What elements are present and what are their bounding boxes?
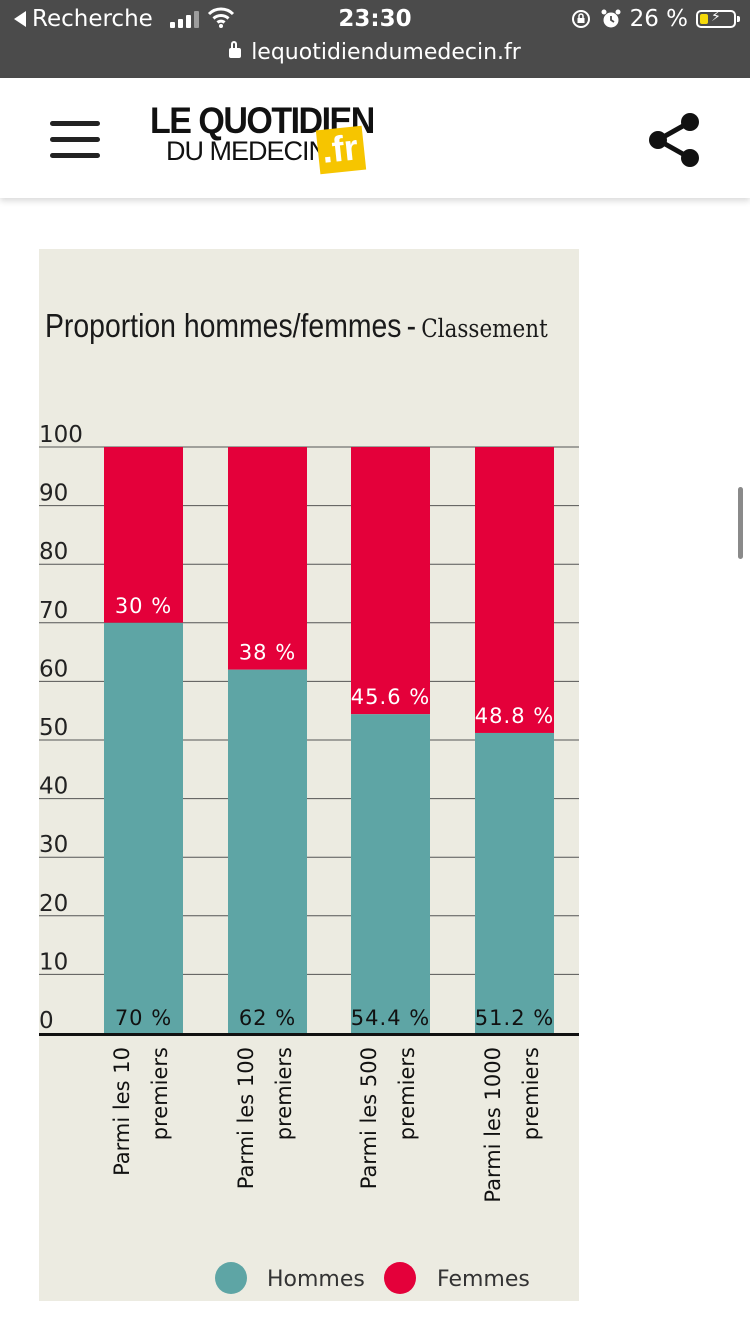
orientation-lock-icon bbox=[571, 10, 590, 28]
site-logo[interactable]: LE QUOTIDIEN DU MEDECIN .fr bbox=[150, 100, 380, 180]
y-tick-label: 70 bbox=[39, 598, 68, 624]
bar-femmes bbox=[228, 447, 307, 670]
y-tick-label: 40 bbox=[39, 774, 68, 800]
battery-percentage: 26 % bbox=[629, 6, 688, 32]
chart-title: Proportion hommes/femmes bbox=[45, 307, 402, 344]
data-label-hommes: 54.4 % bbox=[351, 1006, 430, 1030]
lock-icon bbox=[229, 41, 242, 58]
x-category-label: Parmi les 100 bbox=[234, 1047, 258, 1189]
address-bar[interactable]: lequotidiendumedecin.fr bbox=[0, 40, 750, 65]
bar-hommes bbox=[351, 714, 430, 1033]
x-category-label: premiers bbox=[272, 1047, 296, 1140]
wifi-icon bbox=[207, 7, 235, 28]
clock-time: 23:30 bbox=[338, 6, 412, 32]
alarm-icon bbox=[601, 9, 621, 28]
bar-femmes bbox=[104, 447, 183, 623]
legend-swatch-hommes bbox=[215, 1262, 247, 1294]
data-label-hommes: 62 % bbox=[239, 1006, 296, 1030]
x-category-label: premiers bbox=[148, 1047, 172, 1140]
chart-title-separator: - bbox=[406, 307, 417, 344]
x-category-label: premiers bbox=[395, 1047, 419, 1140]
legend-label-hommes: Hommes bbox=[267, 1267, 365, 1292]
chart-title-row: Proportion hommes/femmes - Classement bbox=[45, 307, 548, 345]
logo-line2: DU MEDECIN bbox=[166, 136, 328, 166]
stacked-bar-chart: 0 10 20 30 40 50 60 70 80 90 100 30 % 70 % Parmi les … bbox=[39, 422, 579, 1294]
hamburger-menu-icon[interactable] bbox=[50, 121, 100, 159]
status-bar: Recherche 23:30 26 % ⚡ bbox=[0, 0, 750, 78]
battery-charging-icon: ⚡ bbox=[696, 9, 740, 28]
site-header: LE QUOTIDIEN DU MEDECIN .fr bbox=[0, 78, 750, 198]
chart-subtitle: Classement bbox=[421, 314, 548, 343]
y-tick-label: 10 bbox=[39, 949, 68, 975]
data-label-femmes: 38 % bbox=[239, 641, 296, 665]
y-tick-label: 60 bbox=[39, 656, 68, 682]
scroll-indicator bbox=[738, 487, 743, 559]
x-category-label: premiers bbox=[519, 1047, 543, 1140]
bar-hommes bbox=[104, 622, 183, 1033]
chart-panel: Proportion hommes/femmes - Classement 0 10 2… bbox=[39, 249, 579, 1301]
logo-badge: .fr bbox=[315, 125, 367, 175]
x-category-label: Parmi les 10 bbox=[110, 1047, 134, 1176]
bar-femmes bbox=[475, 447, 554, 733]
data-label-femmes: 48.8 % bbox=[475, 704, 554, 728]
back-arrow-icon bbox=[14, 11, 26, 27]
y-tick-label: 50 bbox=[39, 715, 68, 741]
y-tick-label: 90 bbox=[39, 481, 68, 507]
data-label-femmes: 45.6 % bbox=[351, 685, 430, 709]
share-icon[interactable] bbox=[646, 112, 702, 168]
legend-swatch-femmes bbox=[384, 1262, 416, 1294]
x-category-label: Parmi les 1000 bbox=[481, 1047, 505, 1203]
back-to-search-button[interactable]: Recherche bbox=[14, 6, 153, 32]
data-label-femmes: 30 % bbox=[115, 594, 172, 618]
bar-femmes bbox=[351, 447, 430, 715]
bar-hommes bbox=[475, 732, 554, 1033]
x-category-label: Parmi les 500 bbox=[357, 1047, 381, 1189]
data-label-hommes: 70 % bbox=[115, 1006, 172, 1030]
y-tick-label: 30 bbox=[39, 832, 68, 858]
legend-label-femmes: Femmes bbox=[437, 1267, 530, 1292]
y-tick-label: 100 bbox=[39, 422, 83, 448]
data-label-hommes: 51.2 % bbox=[475, 1006, 554, 1030]
bar-hommes bbox=[228, 669, 307, 1033]
back-label: Recherche bbox=[32, 6, 153, 32]
y-tick-label: 80 bbox=[39, 539, 68, 565]
y-tick-label: 0 bbox=[39, 1008, 54, 1034]
cellular-signal-icon bbox=[170, 10, 199, 28]
url-text: lequotidiendumedecin.fr bbox=[251, 40, 521, 65]
y-tick-label: 20 bbox=[39, 891, 68, 917]
